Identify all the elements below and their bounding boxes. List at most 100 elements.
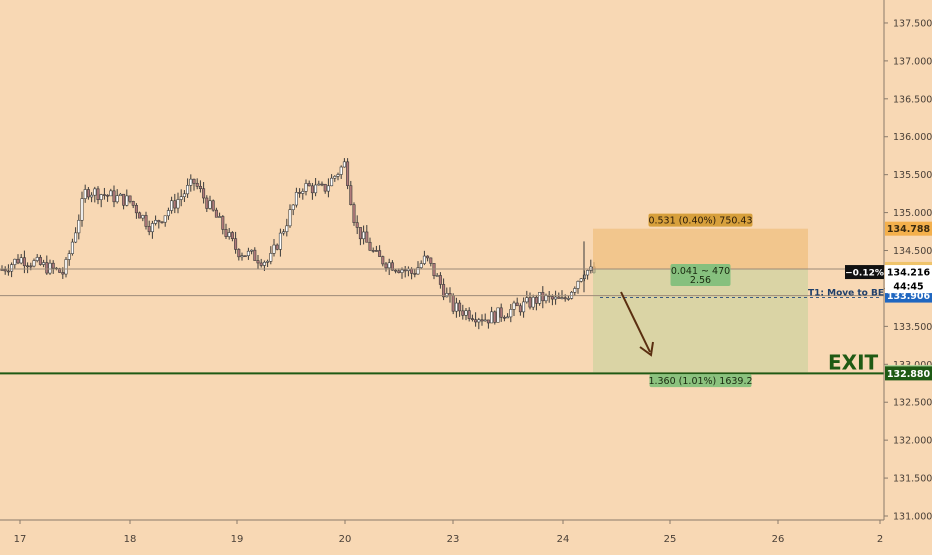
candle-body (266, 261, 270, 263)
candle-body (470, 318, 474, 320)
exit-label: EXIT (828, 350, 879, 374)
candle-body (256, 260, 260, 264)
reward-label-box (649, 374, 752, 388)
candle-body (550, 296, 554, 300)
candle-body (182, 193, 186, 197)
candle-body (16, 258, 20, 264)
candle-body (435, 275, 439, 277)
candle-body (3, 269, 7, 272)
candle-body (566, 298, 570, 300)
candle-body (291, 204, 295, 211)
candle-body (192, 178, 196, 184)
candle-body (506, 316, 510, 319)
price-tag-label: 132.880 (887, 369, 931, 380)
candle-body (522, 301, 526, 313)
candle-body (45, 262, 49, 274)
candle-body (301, 191, 305, 194)
candle-body (326, 185, 330, 192)
candle-body (218, 216, 222, 218)
time-axis[interactable]: 17 18 19 20 23 24 25 26 2 (0, 519, 884, 545)
x-tick-label: 17 (14, 534, 27, 545)
candle-body (74, 232, 78, 243)
candle-body (202, 188, 206, 199)
candle-body (422, 255, 426, 264)
candle-body (416, 267, 420, 275)
stop-loss-zone[interactable] (593, 228, 808, 269)
candle-body (80, 198, 84, 221)
candle-body (560, 297, 564, 299)
candle-body (10, 264, 14, 272)
candle-body (61, 272, 65, 275)
candle-body (557, 296, 561, 299)
arrow-annotation[interactable] (620, 291, 654, 357)
candle-body (486, 319, 490, 324)
candle-body (96, 188, 100, 200)
candle-body (147, 226, 151, 233)
y-tick-label: 136.500 (893, 94, 932, 105)
candle-body (563, 297, 567, 300)
candle-body (35, 257, 39, 261)
candle-body (115, 195, 119, 203)
candle-body (118, 193, 122, 197)
candle-body (144, 215, 148, 227)
candle-body (240, 255, 244, 258)
candle-body (237, 249, 241, 258)
candle-body (112, 190, 116, 203)
candle-body (285, 225, 289, 233)
candle-body (173, 200, 177, 209)
candle-body (458, 302, 462, 312)
candle-body (442, 284, 446, 298)
countdown-box (885, 279, 932, 294)
candle-body (90, 194, 94, 198)
candle-body (454, 302, 458, 312)
candle-body (42, 262, 46, 265)
candle-body (259, 262, 263, 266)
candle-body (99, 194, 103, 200)
candle-body (93, 188, 97, 196)
candle-body (51, 262, 55, 269)
change-badge (845, 265, 884, 280)
candle-body (83, 189, 87, 199)
x-tick-label: 26 (772, 534, 785, 545)
candle-body (531, 296, 535, 308)
t1-label: T1: Move to BE (808, 289, 884, 299)
price-tag-label: 133.906 (887, 291, 931, 302)
y-tick-label: 136.000 (893, 132, 932, 143)
change-label: −0.12% (845, 269, 884, 279)
candle-body (387, 262, 391, 269)
price-axis[interactable]: 131.000131.500132.000132.500133.000133.5… (883, 0, 932, 523)
candle-body (64, 259, 68, 275)
candle-body (170, 200, 174, 211)
candle-body (48, 262, 52, 274)
candle-body (525, 297, 529, 303)
candle-body (317, 183, 321, 186)
center-label-line1: 0.041 ~ 470 (671, 266, 730, 277)
position-labels: 0.531 (0.40%) 750.43 0.041 ~ 470 2.56 1.… (648, 213, 884, 388)
candle-body (195, 182, 199, 187)
candle-body (29, 265, 33, 268)
candle-body (467, 310, 471, 319)
candle-body (374, 250, 378, 252)
candle-body (22, 257, 26, 267)
candle-body (381, 256, 385, 265)
y-tick-label: 131.000 (893, 512, 932, 523)
candle-body (483, 319, 487, 322)
candle-body (122, 193, 126, 206)
candle-body (362, 231, 366, 240)
candle-body (384, 263, 388, 269)
candle-body (355, 222, 359, 228)
price-tag-label: 134.788 (887, 224, 931, 235)
candle-body (288, 209, 292, 227)
candle-body (365, 231, 369, 243)
candle-body (234, 238, 238, 250)
candle-body (166, 210, 170, 217)
x-tick-label: 18 (124, 534, 137, 545)
candle-body (576, 281, 580, 289)
take-profit-zone[interactable] (593, 268, 808, 373)
price-tag-box (885, 265, 932, 280)
candle-body (400, 269, 404, 273)
candle-body (154, 220, 158, 224)
candle-body (134, 205, 138, 214)
candle-body (189, 178, 193, 186)
